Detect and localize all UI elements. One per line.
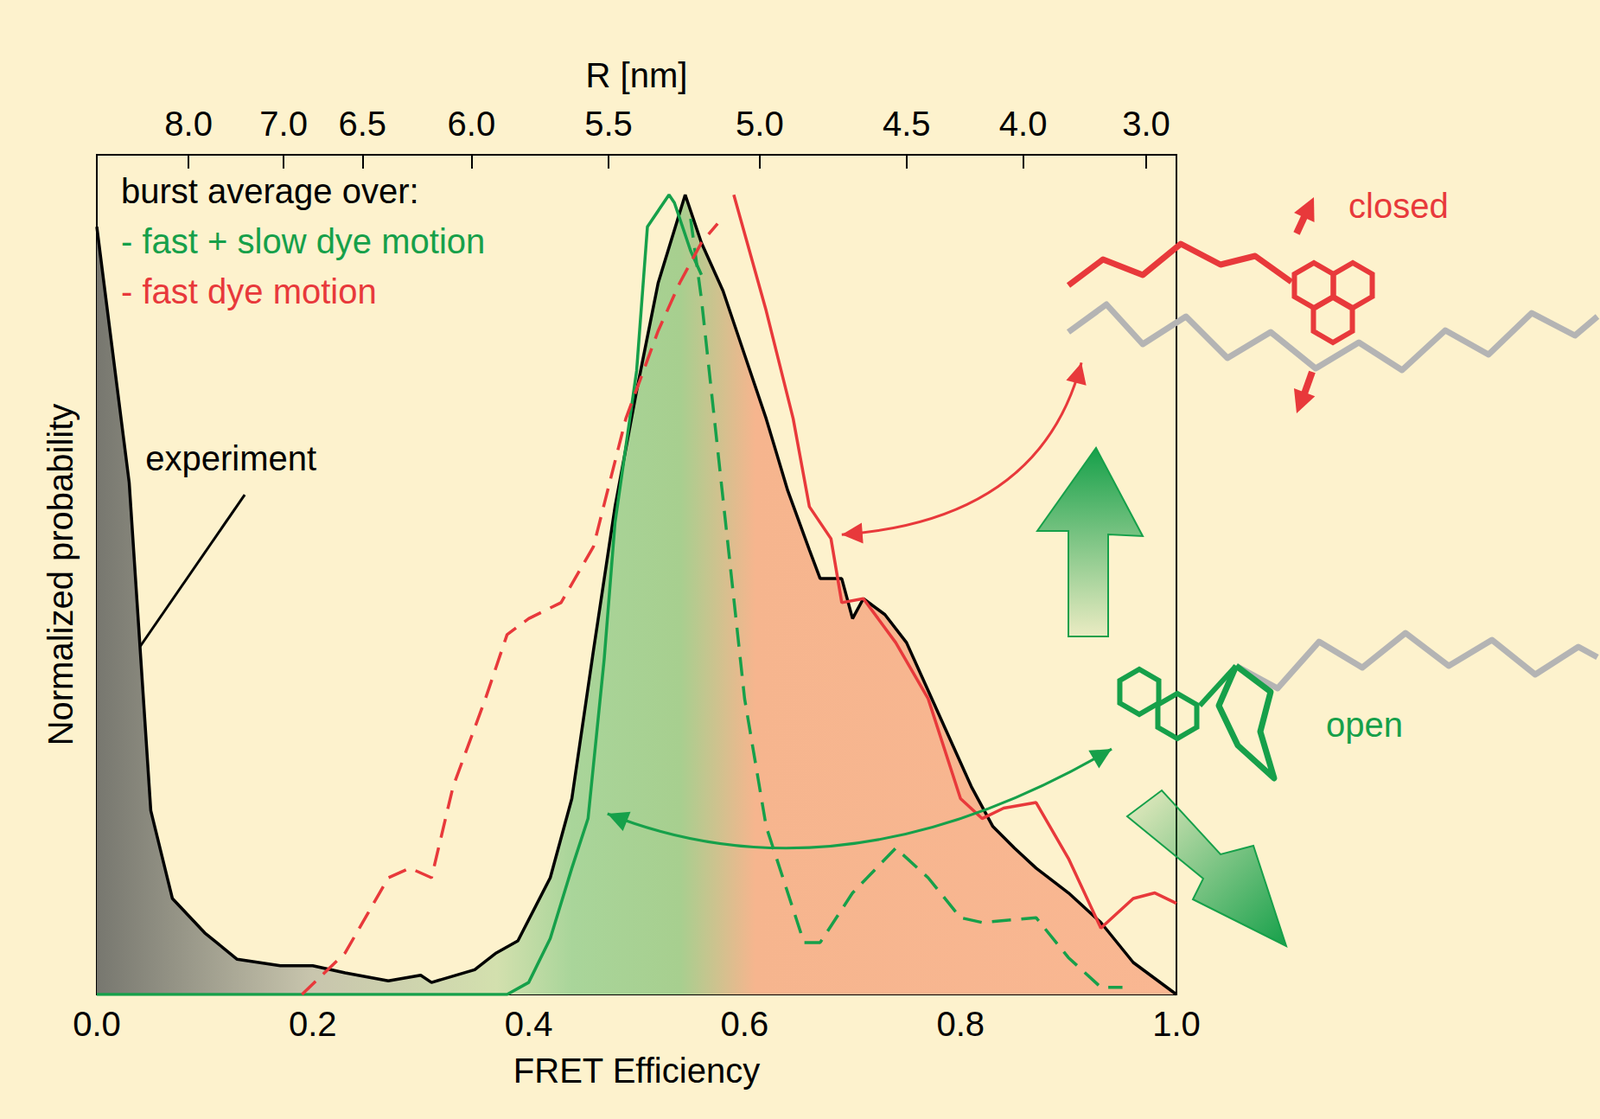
svg-text:closed: closed (1348, 186, 1449, 225)
svg-text:0.2: 0.2 (288, 1004, 338, 1043)
svg-text:6.0: 6.0 (447, 104, 497, 143)
svg-text:1.0: 1.0 (1152, 1004, 1201, 1043)
svg-text:- fast + slow dye motion: - fast + slow dye motion (121, 222, 485, 261)
svg-text:7.0: 7.0 (259, 104, 308, 143)
svg-text:5.0: 5.0 (735, 104, 785, 143)
svg-text:3.0: 3.0 (1121, 104, 1171, 143)
svg-text:6.5: 6.5 (337, 104, 387, 143)
svg-text:0.0: 0.0 (72, 1004, 122, 1043)
svg-text:4.0: 4.0 (999, 104, 1048, 143)
svg-text:open: open (1325, 705, 1403, 744)
svg-text:0.6: 0.6 (720, 1004, 770, 1043)
svg-text:R [nm]: R [nm] (586, 56, 689, 95)
svg-text:FRET Efficiency: FRET Efficiency (513, 1051, 760, 1090)
svg-text:5.5: 5.5 (584, 104, 633, 143)
svg-text:0.8: 0.8 (936, 1004, 985, 1043)
svg-text:8.0: 8.0 (164, 104, 213, 143)
svg-text:experiment: experiment (145, 439, 317, 478)
svg-text:0.4: 0.4 (504, 1004, 554, 1043)
svg-text:burst average over:: burst average over: (121, 172, 420, 211)
svg-text:- fast dye motion: - fast dye motion (121, 272, 377, 311)
svg-text:4.5: 4.5 (882, 104, 931, 143)
svg-text:Normalized probability: Normalized probability (41, 403, 80, 746)
